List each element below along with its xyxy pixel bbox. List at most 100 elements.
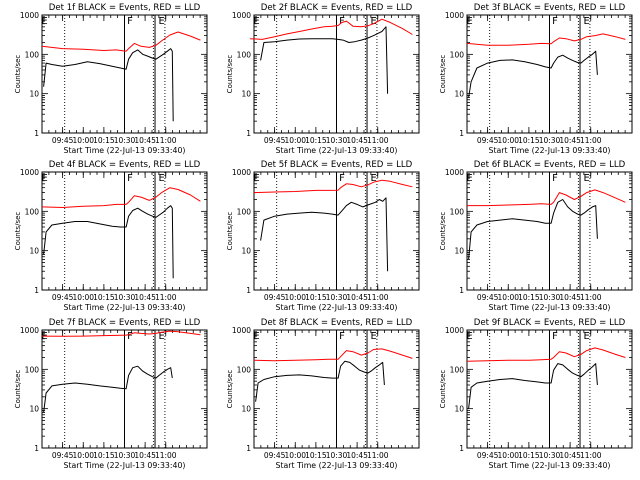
x-tick-label: 09:45 [477,136,499,145]
y-tick-label: 100 [450,207,465,216]
panel-det-3: Det 3f BLACK = Events, RED = LLD 1 10 100 10… [439,3,633,155]
series-line-lld [253,179,413,194]
interval-marker-label: F [552,16,558,27]
interval-marker-label: E [371,331,377,342]
x-tick-label: 10:00 [497,451,519,460]
interval-marker-label: F [127,331,133,342]
y-tick-label: 1000 [232,326,251,335]
y-tick-label: 100 [237,207,252,216]
x-axis-label: Start Time (22-Jul-13 09:33:40) [276,461,398,470]
x-tick-label: 10:00 [284,136,306,145]
interval-marker-label: E [466,16,472,27]
x-tick-label: 09:45 [264,451,286,460]
x-tick-label: 10:30 [326,293,348,302]
x-tick-label: 10:15 [305,451,327,460]
interval-marker-label: F [339,331,345,342]
interval-marker-label: E [253,331,259,342]
y-tick-label: 1000 [445,326,464,335]
y-axis-label: Counts/sec [14,370,22,409]
panel-det-8: Det 8f BLACK = Events, RED = LLD 1 10 100 10… [226,318,420,470]
series-line-events [468,199,598,260]
series-line-lld [466,33,626,46]
interval-marker-label: F [339,173,345,184]
x-tick-label: 11:00 [580,136,602,145]
series-line-lld [249,18,413,40]
x-tick-label: 10:45 [134,136,156,145]
x-tick-label: 09:45 [52,136,74,145]
x-tick-label: 10:30 [114,136,136,145]
chart-title: Det 6f BLACK = Events, RED = LLD [474,160,626,170]
y-tick-label: 1 [246,286,251,295]
x-tick-label: 10:45 [346,451,368,460]
x-tick-label: 11:00 [155,136,177,145]
y-tick-label: 10 [454,90,464,99]
x-tick-label: 11:00 [367,136,389,145]
y-tick-label: 1 [34,444,39,453]
x-tick-label: 10:00 [497,136,519,145]
y-axis-label: Counts/sec [439,370,447,409]
series-line-events [468,363,598,409]
y-tick-label: 100 [25,207,40,216]
y-tick-label: 1000 [20,168,39,177]
y-tick-label: 1 [246,129,251,138]
x-tick-label: 10:45 [346,136,368,145]
y-tick-label: 10 [454,247,464,256]
y-axis-label: Counts/sec [14,55,22,94]
panel-det-4: Det 4f BLACK = Events, RED = LLD 1 10 100 10… [14,160,208,312]
x-tick-label: 10:15 [518,293,540,302]
y-tick-label: 1000 [20,326,39,335]
chart-title: Det 3f BLACK = Events, RED = LLD [474,3,626,13]
x-tick-label: 09:45 [264,293,286,302]
y-tick-label: 100 [25,50,40,59]
y-tick-label: 10 [29,247,39,256]
interval-marker-label: E [159,173,165,184]
y-tick-label: 1000 [445,11,464,20]
x-tick-label: 10:45 [559,451,581,460]
interval-marker-label: E [371,16,377,27]
x-tick-label: 10:15 [305,293,327,302]
x-tick-label: 09:45 [52,293,74,302]
y-tick-label: 100 [450,365,465,374]
x-tick-label: 10:45 [134,293,156,302]
series-line-lld [41,330,201,337]
interval-marker-label: E [584,173,590,184]
x-tick-label: 09:45 [264,136,286,145]
x-tick-label: 10:30 [326,451,348,460]
y-tick-label: 10 [241,405,251,414]
y-tick-label: 10 [241,247,251,256]
y-tick-label: 10 [454,405,464,414]
x-tick-label: 10:45 [559,136,581,145]
y-tick-label: 100 [237,365,252,374]
x-axis-label: Start Time (22-Jul-13 09:33:40) [489,461,611,470]
y-tick-label: 100 [237,50,252,59]
interval-marker-label: E [159,16,165,27]
x-tick-label: 10:30 [539,136,561,145]
y-tick-label: 10 [29,90,39,99]
y-tick-label: 100 [450,50,465,59]
y-tick-label: 1 [459,129,464,138]
x-tick-label: 11:00 [155,293,177,302]
chart-title: Det 4f BLACK = Events, RED = LLD [49,160,201,170]
series-line-lld [41,187,201,208]
x-tick-label: 10:00 [72,451,94,460]
series-line-events [43,48,174,122]
series-line-events [260,26,389,94]
y-axis-label: Counts/sec [439,55,447,94]
series-line-lld [253,348,413,362]
x-tick-label: 11:00 [580,293,602,302]
panel-det-6: Det 6f BLACK = Events, RED = LLD 1 10 100 10… [439,160,633,312]
x-axis-label: Start Time (22-Jul-13 09:33:40) [489,303,611,312]
chart-title: Det 9f BLACK = Events, RED = LLD [474,318,626,328]
interval-marker-label: F [127,173,133,184]
chart-title: Det 7f BLACK = Events, RED = LLD [49,318,201,328]
x-tick-label: 11:00 [367,293,389,302]
x-axis-label: Start Time (22-Jul-13 09:33:40) [489,146,611,155]
x-tick-label: 10:30 [114,293,136,302]
panel-det-2: Det 2f BLACK = Events, RED = LLD 1 10 100 10… [226,3,420,155]
series-line-events [468,50,598,98]
chart-title: Det 5f BLACK = Events, RED = LLD [261,160,413,170]
x-tick-label: 09:45 [477,451,499,460]
interval-marker-label: E [371,173,377,184]
y-tick-label: 1000 [232,11,251,20]
